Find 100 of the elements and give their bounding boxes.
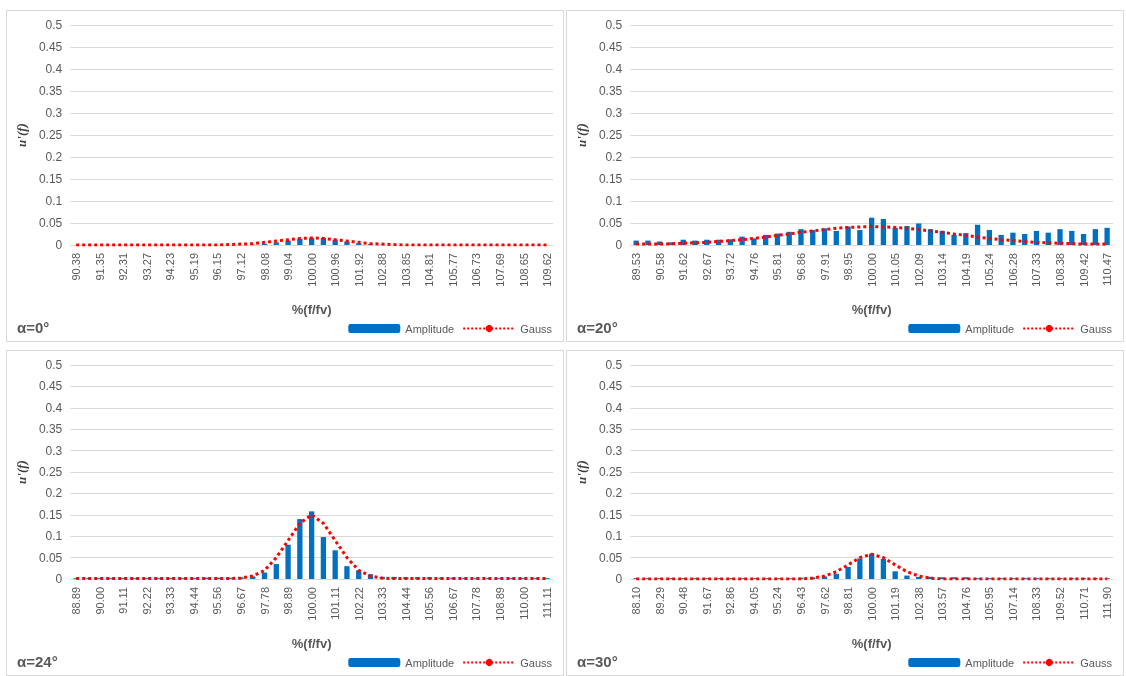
- x-tick-label: 104.81: [423, 253, 436, 287]
- legend-label: Amplitude: [405, 322, 455, 335]
- x-tick-label: 108.65: [517, 253, 530, 287]
- legend-label: Gauss: [520, 656, 553, 669]
- x-tick-label: 104.44: [399, 587, 412, 621]
- x-tick-label: 95.24: [771, 587, 784, 615]
- y-axis-title: u'(f): [574, 460, 589, 484]
- x-tick-label: 97.78: [258, 587, 271, 615]
- x-tick-label: 105.77: [446, 253, 459, 287]
- y-tick-label: 0.3: [45, 443, 63, 458]
- y-tick-label: 0.5: [605, 18, 623, 32]
- y-tick-label: 0.4: [45, 62, 63, 76]
- x-tick-label: 100.00: [865, 253, 878, 287]
- x-tick-label: 106.28: [1006, 253, 1019, 287]
- y-tick-label: 0.1: [45, 194, 63, 208]
- text: α=24°: [17, 653, 58, 670]
- x-tick-label: 88.10: [630, 587, 643, 615]
- x-tick-label: 101.19: [889, 587, 902, 621]
- y-tick-label: 0.5: [45, 358, 63, 372]
- x-tick-label: 102.09: [912, 253, 925, 287]
- y-tick-label: 0.45: [598, 379, 623, 394]
- y-tick-label: 0.3: [45, 106, 63, 120]
- x-tick-label: 100.00: [305, 587, 318, 621]
- y-tick-label: 0.25: [38, 128, 63, 142]
- y-tick-label: 0.35: [38, 422, 63, 437]
- y-axis-title: u'(f): [14, 460, 29, 484]
- y-tick-label: 0.5: [45, 18, 63, 32]
- x-tick-label: 96.15: [211, 253, 224, 281]
- x-tick-label: 97.62: [818, 587, 831, 615]
- x-tick-label: 111.11: [541, 587, 554, 619]
- y-tick-label: 0: [55, 238, 63, 252]
- x-tick-label: 98.95: [842, 253, 855, 281]
- x-tick-label: 103.14: [936, 253, 949, 287]
- legend-label: Amplitude: [405, 656, 455, 669]
- x-tick-label: 94.23: [164, 253, 177, 281]
- x-tick-label: 94.44: [187, 587, 200, 615]
- x-tick-label: 94.05: [747, 587, 760, 615]
- x-tick-label: 89.29: [653, 587, 666, 615]
- y-tick-label: 0.25: [598, 465, 623, 479]
- y-tick-label: 0.35: [598, 422, 623, 437]
- y-axis-title: u'(f): [574, 123, 589, 147]
- x-tick-label: 109.52: [1054, 587, 1067, 621]
- x-tick-label: 100.00: [865, 587, 878, 621]
- y-tick-label: 0: [615, 238, 623, 252]
- x-tick-label: 88.89: [70, 587, 83, 615]
- y-tick-label: 0.15: [38, 507, 63, 522]
- x-tick-label: 106.67: [446, 587, 459, 621]
- y-tick-label: 0.45: [38, 379, 63, 394]
- y-tick-label: 0.2: [605, 150, 623, 164]
- y-tick-label: 0.35: [38, 84, 63, 98]
- x-tick-label: 92.86: [724, 587, 737, 615]
- y-tick-label: 0.45: [38, 40, 63, 54]
- x-tick-label: 110.47: [1101, 253, 1114, 286]
- x-tick-label: 110.00: [517, 587, 530, 620]
- x-tick-label: 90.00: [93, 587, 106, 615]
- x-tick-label: 109.62: [541, 253, 554, 287]
- legend-label: Amplitude: [965, 322, 1015, 335]
- x-tick-label: 108.38: [1054, 253, 1067, 287]
- x-tick-label: 103.85: [399, 253, 412, 287]
- y-tick-label: 0: [55, 572, 63, 586]
- x-tick-label: 98.08: [258, 253, 271, 281]
- x-tick-label: 90.48: [677, 587, 690, 615]
- x-tick-label: 91.35: [93, 253, 106, 281]
- legend-label: Gauss: [1080, 656, 1113, 669]
- x-tick-label: 96.67: [234, 587, 247, 615]
- x-tick-label: 93.27: [140, 253, 153, 281]
- x-tick-label: 99.04: [282, 253, 295, 281]
- x-tick-label: 100.00: [305, 253, 318, 287]
- x-tick-label: 91.67: [700, 587, 713, 615]
- y-tick-label: 0.05: [38, 216, 63, 230]
- legend-label: Amplitude: [965, 656, 1015, 669]
- x-axis-title: %(f/fv): [851, 302, 892, 317]
- x-tick-label: 104.76: [959, 587, 972, 621]
- y-tick-label: 0.15: [38, 172, 63, 186]
- y-tick-label: 0.4: [45, 400, 63, 415]
- x-tick-label: 101.05: [889, 253, 902, 287]
- x-tick-label: 95.56: [211, 587, 224, 615]
- x-tick-label: 111.90: [1101, 587, 1114, 620]
- x-tick-label: 90.38: [70, 253, 83, 281]
- x-tick-label: 107.33: [1030, 253, 1043, 287]
- y-tick-label: 0.05: [598, 550, 623, 565]
- y-tick-label: 0.15: [598, 172, 623, 186]
- x-tick-label: 94.76: [747, 253, 760, 281]
- x-tick-label: 90.58: [653, 253, 666, 281]
- y-tick-label: 0.05: [38, 550, 63, 565]
- x-tick-label: 98.89: [282, 587, 295, 615]
- x-tick-label: 92.22: [140, 587, 153, 615]
- x-tick-label: 109.42: [1077, 253, 1090, 287]
- y-tick-label: 0.35: [598, 84, 623, 98]
- x-tick-label: 106.73: [470, 253, 483, 287]
- y-tick-label: 0.3: [605, 106, 623, 120]
- x-tick-label: 95.19: [187, 253, 200, 281]
- x-tick-label: 104.19: [959, 253, 972, 287]
- x-tick-label: 102.38: [912, 587, 925, 621]
- x-tick-label: 108.33: [1030, 587, 1043, 621]
- x-tick-label: 93.33: [164, 587, 177, 615]
- x-tick-label: 107.78: [470, 587, 483, 621]
- x-tick-label: 108.89: [494, 587, 507, 621]
- text: α=0°: [17, 319, 50, 336]
- y-tick-label: 0.5: [605, 358, 623, 372]
